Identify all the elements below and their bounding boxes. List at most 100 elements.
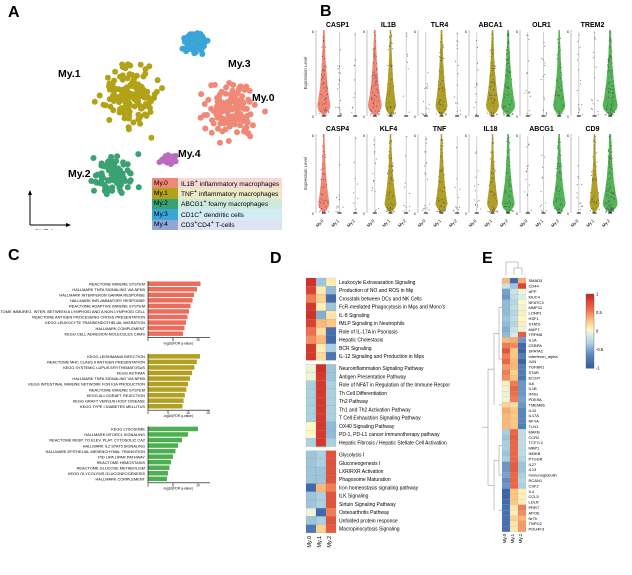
svg-text:HALLMARK IL2 STAT5 SIGNALING: HALLMARK IL2 STAT5 SIGNALING (83, 443, 145, 448)
svg-text:CASP1: CASP1 (326, 22, 349, 29)
svg-text:HALLMARK TNFA SIGNALING VIA NF: HALLMARK TNFA SIGNALING VIA NFKB (72, 376, 145, 381)
svg-text:0: 0 (516, 211, 519, 216)
svg-text:My.1: My.1 (432, 218, 442, 228)
svg-text:6: 6 (312, 133, 315, 138)
svg-text:MUC4: MUC4 (529, 294, 541, 299)
svg-text:Unfolded protein response: Unfolded protein response (339, 518, 398, 524)
svg-text:1: 1 (596, 292, 599, 297)
svg-text:My.1: My.1 (317, 536, 323, 548)
svg-text:NFYA: NFYA (529, 419, 540, 424)
svg-text:6: 6 (465, 133, 468, 138)
svg-text:CD44: CD44 (529, 284, 540, 289)
svg-text:6: 6 (312, 29, 315, 34)
svg-text:REACTOME MHC CLASS II ANTIGEN: REACTOME MHC CLASS II ANTIGEN PRESENTATI… (47, 360, 145, 365)
svg-text:0: 0 (147, 411, 149, 415)
svg-text:Role of NFAT in Regulation of: Role of NFAT in Regulation of the Immune… (339, 383, 450, 389)
svg-text:My.0: My.0 (307, 536, 313, 548)
svg-text:0: 0 (516, 114, 519, 119)
svg-text:POU4F3: POU4F3 (529, 527, 545, 532)
svg-text:ILK Signaling: ILK Signaling (339, 494, 369, 500)
svg-text:JUN: JUN (529, 359, 537, 364)
svg-text:My.2: My.2 (601, 218, 611, 228)
svg-text:My.1: My.1 (330, 218, 340, 228)
svg-text:FcR-mediated Phagocytosis in M: FcR-mediated Phagocytosis in Mφs and Mon… (339, 305, 446, 311)
svg-text:TNPO2: TNPO2 (529, 521, 543, 526)
svg-text:0: 0 (465, 211, 468, 216)
svg-text:Hepatic Cholestasis: Hepatic Cholestasis (339, 338, 384, 344)
svg-text:-1: -1 (596, 366, 600, 371)
svg-text:RCAN1: RCAN1 (529, 478, 543, 483)
svg-text:Iron homeostasis signaling pat: Iron homeostasis signaling pathway (339, 485, 419, 491)
svg-text:0: 0 (414, 211, 417, 216)
svg-text:fMLP Signaling in Neutrophils: fMLP Signaling in Neutrophils (339, 321, 405, 327)
svg-text:MBP1: MBP1 (529, 446, 541, 451)
svg-text:IL6: IL6 (529, 381, 535, 386)
svg-text:Crosstalk between DCs and NK C: Crosstalk between DCs and NK Cells (339, 296, 422, 302)
svg-text:TREM2: TREM2 (581, 22, 605, 29)
svg-text:Glycolysis I: Glycolysis I (339, 453, 364, 459)
svg-text:My.1: My.1 (585, 218, 595, 228)
svg-text:REACTOME IMMUNE SYSTEM: REACTOME IMMUNE SYSTEM (89, 387, 145, 392)
svg-text:Macropinocytosis Signaling: Macropinocytosis Signaling (339, 527, 400, 533)
svg-text:D: D (270, 250, 282, 267)
svg-text:6: 6 (567, 133, 570, 138)
svg-text:My.2: My.2 (518, 533, 523, 543)
svg-text:T Cell Exhaustion Signaling Pa: T Cell Exhaustion Signaling Pathway (339, 416, 421, 422)
svg-text:6: 6 (414, 29, 417, 34)
svg-text:PID LIPA LIPAR PATHWAY: PID LIPA LIPAR PATHWAY (98, 454, 145, 459)
svg-text:Hepatic Fibrosis / Hepatic Ste: Hepatic Fibrosis / Hepatic Stellate Cell… (339, 440, 447, 446)
svg-text:REACTOME GLUCOSE METABOLISM: REACTOME GLUCOSE METABOLISM (77, 465, 145, 470)
svg-text:-log10(FDR q-value): -log10(FDR q-value) (163, 414, 193, 418)
svg-text:IL1B: IL1B (381, 22, 396, 29)
svg-text:NrTh: NrTh (529, 516, 538, 521)
svg-text:6: 6 (567, 29, 570, 34)
svg-text:REACTOME IMMUNE SYSTEM: REACTOME IMMUNE SYSTEM (89, 281, 145, 286)
svg-text:6: 6 (516, 133, 519, 138)
svg-text:My.2: My.2 (327, 536, 333, 548)
svg-text:HALLMARK EPITHELIAL MESENCHYMA: HALLMARK EPITHELIAL MESENCHYMAL TRANSITI… (45, 449, 145, 454)
svg-text:0: 0 (465, 114, 468, 119)
svg-text:My.2: My.2 (448, 218, 458, 228)
svg-text:Expression Level: Expression Level (303, 57, 308, 90)
svg-text:KEGG TYPE I DIABETES MELLITUS: KEGG TYPE I DIABETES MELLITUS (80, 404, 145, 409)
svg-text:PDE9A: PDE9A (529, 397, 542, 402)
svg-text:APOE: APOE (529, 510, 540, 515)
svg-text:0: 0 (414, 114, 417, 119)
svg-text:6: 6 (363, 29, 366, 34)
svg-text:LONP1: LONP1 (529, 311, 543, 316)
svg-text:KEGG LYSOSOME: KEGG LYSOSOME (111, 427, 145, 432)
svg-text:KEGG ALLOGRAFT REJECTION: KEGG ALLOGRAFT REJECTION (87, 393, 145, 398)
svg-text:OLR1: OLR1 (532, 22, 551, 29)
svg-text:IL27: IL27 (529, 462, 538, 467)
svg-text:0: 0 (363, 114, 366, 119)
svg-text:PRR7: PRR7 (529, 505, 540, 510)
svg-text:HALLMARK MTORC1 SIGNALING: HALLMARK MTORC1 SIGNALING (84, 432, 145, 437)
svg-text:HSF1: HSF1 (529, 316, 540, 321)
svg-text:-log10(FDR q-value): -log10(FDR q-value) (163, 341, 193, 345)
svg-text:10: 10 (196, 338, 200, 342)
svg-text:Role of IL-17A in Psoriasis: Role of IL-17A in Psoriasis (339, 329, 398, 335)
svg-text:REACTOME ANTIGEN PROCESSING CR: REACTOME ANTIGEN PROCESSING CROSS PRESEN… (32, 315, 145, 320)
svg-text:REACTOME IMMUREG. INTER. BETWE: REACTOME IMMUREG. INTER. BETWEEN A LYMPH… (0, 309, 146, 314)
svg-text:Th1 and Th2 Activation Pathway: Th1 and Th2 Activation Pathway (339, 407, 411, 413)
svg-text:6: 6 (363, 133, 366, 138)
svg-text:My.1: My.1 (534, 218, 544, 228)
svg-text:LXR/RXR Activation: LXR/RXR Activation (339, 469, 384, 475)
svg-text:IL4: IL4 (529, 489, 535, 494)
svg-text:Neuroinflammation Signaling Pa: Neuroinflammation Signaling Pathway (339, 366, 424, 372)
svg-text:ABCG1: ABCG1 (529, 126, 554, 133)
svg-text:My.0: My.0 (417, 218, 427, 228)
svg-text:Sirtuin Signaling Pathway: Sirtuin Signaling Pathway (339, 502, 396, 508)
svg-text:Gluconeogenesis I: Gluconeogenesis I (339, 461, 380, 467)
svg-text:STAR: STAR (529, 370, 539, 375)
svg-text:ECSIT: ECSIT (529, 375, 541, 380)
svg-text:My.2: My.2 (346, 218, 356, 228)
svg-text:0: 0 (147, 338, 149, 342)
svg-text:Phagosome Maturation: Phagosome Maturation (339, 477, 391, 483)
svg-text:IFNG: IFNG (529, 392, 539, 397)
svg-text:IL17A: IL17A (529, 413, 540, 418)
svg-text:My.2: My.2 (397, 218, 407, 228)
svg-text:TLR4: TLR4 (431, 22, 449, 29)
svg-text:CD9: CD9 (585, 126, 599, 133)
svg-text:6: 6 (414, 133, 417, 138)
